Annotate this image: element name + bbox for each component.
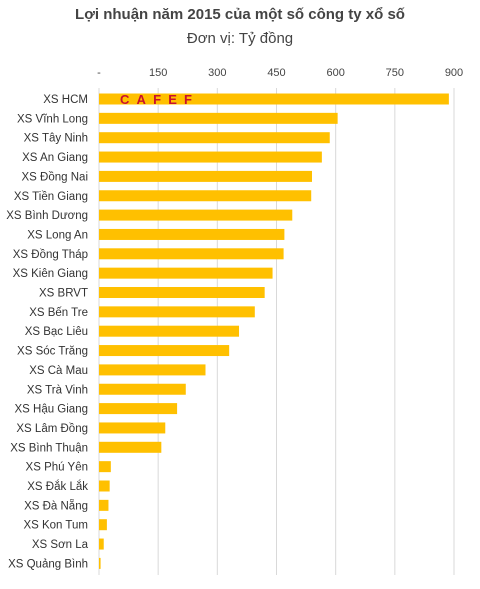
bar-3 — [99, 151, 322, 163]
bar-23 — [99, 538, 104, 550]
category-label: XS Đồng Nai — [22, 171, 88, 183]
bar-13 — [99, 345, 230, 357]
x-tick-label: 450 — [267, 67, 285, 79]
category-label: XS Tiền Giang — [14, 191, 88, 203]
bar-18 — [99, 441, 162, 453]
chart-title: Lợi nhuận năm 2015 của một số công ty xổ… — [75, 6, 405, 23]
bar-1 — [99, 112, 338, 124]
category-label: XS Bạc Liêu — [25, 326, 88, 338]
category-label: XS Đắk Lắk — [27, 480, 88, 493]
category-label: XS HCM — [43, 94, 88, 106]
svg-text:CAFEF: CAFEF — [120, 93, 194, 105]
bar-12 — [99, 325, 240, 337]
category-label: XS BRVT — [39, 288, 88, 300]
bar-6 — [99, 209, 293, 221]
x-tick-label: 600 — [326, 67, 344, 79]
gridlines — [98, 88, 455, 575]
category-label: XS Vĩnh Long — [17, 113, 88, 125]
category-label: XS Sơn La — [32, 539, 89, 551]
bars — [99, 93, 449, 569]
category-label: XS Cà Mau — [29, 365, 88, 377]
bar-4 — [99, 170, 312, 182]
category-label: XS Kon Tum — [23, 520, 88, 532]
category-label: XS Đà Nẵng — [24, 499, 88, 512]
category-label: XS Kiên Giang — [13, 268, 88, 280]
bar-7 — [99, 228, 285, 240]
category-label: XS An Giang — [22, 152, 88, 164]
bar-8 — [99, 248, 284, 260]
category-label: XS Tây Ninh — [24, 133, 88, 145]
category-label: XS Lâm Đồng — [16, 423, 88, 435]
category-label: XS Bến Tre — [29, 307, 88, 319]
bar-11 — [99, 306, 255, 318]
x-axis-ticks: - 150 300 450 600 750 900 — [97, 67, 463, 79]
bar-0 — [99, 93, 449, 105]
bar-20 — [99, 480, 110, 492]
category-label: XS Bình Thuận — [10, 442, 88, 454]
category-label: XS Đồng Tháp — [13, 249, 88, 261]
cafef-logo: CAFEF — [120, 93, 194, 105]
x-tick-label: 900 — [445, 67, 463, 79]
bar-14 — [99, 364, 206, 376]
bar-5 — [99, 190, 312, 202]
bar-22 — [99, 519, 107, 531]
category-label: XS Trà Vinh — [27, 384, 88, 396]
bar-2 — [99, 132, 330, 144]
bar-21 — [99, 499, 109, 511]
category-label: XS Long An — [27, 229, 88, 241]
bar-15 — [99, 383, 186, 395]
y-axis-labels: XS HCM XS Vĩnh Long XS Tây Ninh XS An Giang… — [6, 94, 88, 570]
x-tick-label: 300 — [208, 67, 226, 79]
bar-16 — [99, 403, 178, 415]
category-label: XS Bình Dương — [6, 210, 88, 222]
bar-17 — [99, 422, 166, 434]
category-label: XS Quảng Bình — [8, 558, 88, 570]
x-tick-label: - — [97, 67, 101, 79]
bar-9 — [99, 267, 273, 279]
category-label: XS Sóc Trăng — [17, 346, 88, 358]
bar-19 — [99, 461, 111, 473]
category-label: XS Phú Yên — [26, 462, 88, 474]
bar-24 — [99, 557, 101, 569]
bar-10 — [99, 287, 265, 298]
x-tick-label: 750 — [386, 67, 404, 79]
chart-subtitle: Đơn vị: Tỷ đồng — [186, 30, 294, 47]
x-tick-label: 150 — [149, 67, 167, 79]
category-label: XS Hậu Giang — [14, 404, 88, 416]
